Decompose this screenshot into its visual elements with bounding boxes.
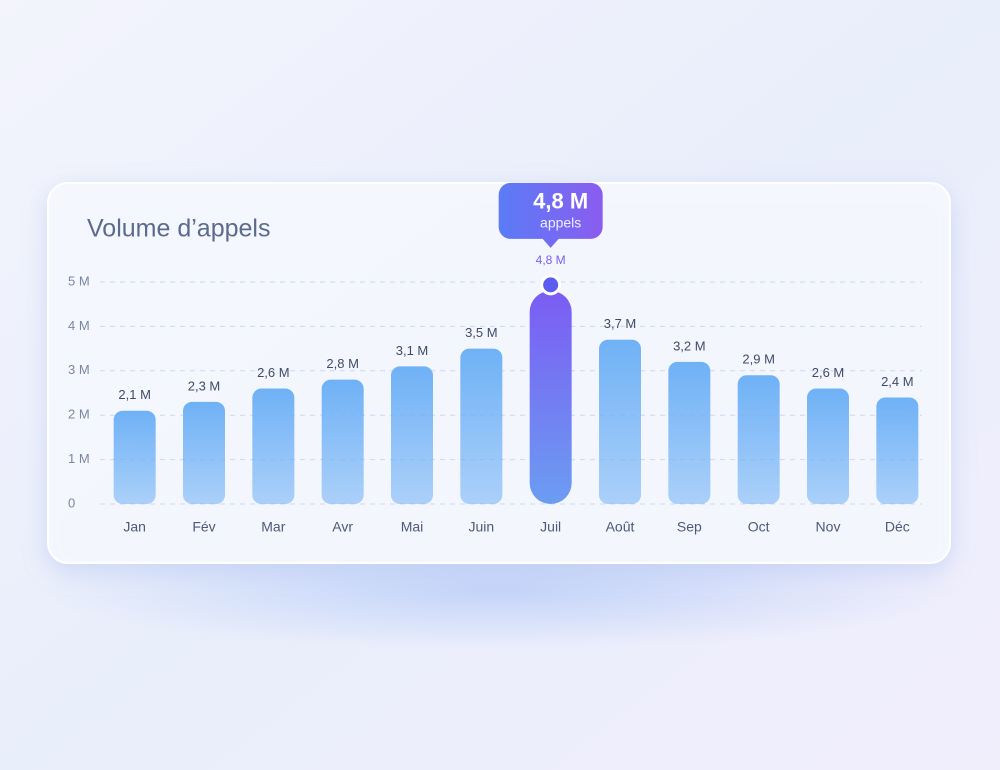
x-tick-label: Déc [885, 519, 910, 535]
bar [876, 397, 919, 504]
chart-title: Volume d’appels [87, 215, 270, 243]
bar [183, 401, 225, 504]
tooltip-caption: appels [540, 215, 581, 231]
bar [252, 388, 295, 504]
x-tick-label: Fév [192, 519, 215, 535]
x-tick-label: Nov [816, 519, 841, 535]
x-tick-label: Avr [332, 519, 353, 535]
value-label: 2,4 M [881, 374, 914, 389]
bar [737, 375, 780, 504]
y-tick-label: 1 M [68, 451, 90, 466]
value-label: 2,8 M [326, 356, 359, 371]
y-tick-label: 0 [68, 495, 75, 510]
bar [460, 348, 503, 504]
y-tick-label: 5 M [68, 273, 90, 288]
x-tick-label: Mai [401, 519, 424, 535]
value-label: 2,6 M [257, 365, 290, 380]
x-tick-label: Oct [748, 519, 770, 535]
x-tick-label: Juin [468, 519, 494, 535]
highlight-dot [540, 274, 562, 296]
tooltip-box [498, 182, 603, 248]
bar [807, 388, 849, 504]
value-label: 3,7 M [604, 316, 637, 331]
bar [599, 339, 641, 504]
bar [113, 410, 156, 504]
bar [391, 366, 433, 504]
value-label: 3,1 M [396, 343, 429, 358]
y-tick-label: 4 M [68, 318, 90, 333]
value-label: 3,5 M [465, 325, 498, 340]
value-label: 4,8 M [536, 253, 566, 267]
bar [668, 361, 711, 504]
value-label: 2,6 M [812, 365, 845, 380]
value-label: 2,1 M [118, 387, 151, 402]
bar [529, 290, 572, 504]
value-label: 2,3 M [188, 378, 221, 393]
x-tick-label: Mar [261, 519, 285, 535]
value-label: 3,2 M [673, 338, 706, 353]
y-tick-label: 2 M [68, 407, 90, 422]
x-tick-label: Juil [540, 519, 561, 535]
x-tick-label: Sep [677, 519, 702, 535]
bar [321, 379, 364, 504]
x-tick-label: Août [606, 519, 635, 535]
value-label: 2,9 M [742, 352, 775, 367]
tooltip-value: 4,8 M [533, 189, 588, 214]
x-tick-label: Jan [123, 519, 146, 535]
y-tick-label: 3 M [68, 362, 90, 377]
